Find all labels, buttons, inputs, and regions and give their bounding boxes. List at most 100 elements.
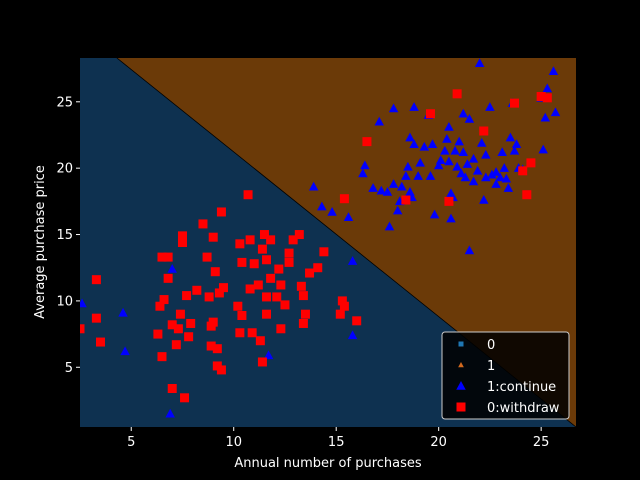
withdraw-point (362, 137, 372, 147)
x-axis: 5 10 15 20 25 (127, 427, 549, 450)
continue-point (409, 102, 419, 111)
withdraw-point (155, 301, 165, 311)
withdraw-point (298, 291, 308, 301)
continue-point (433, 160, 444, 170)
continue-point (481, 149, 491, 159)
continue-point (167, 264, 177, 273)
withdraw-point (259, 230, 269, 240)
withdraw-point (526, 158, 536, 168)
continue-point (392, 205, 403, 215)
legend-box (441, 331, 570, 420)
withdraw-point (157, 252, 167, 262)
continue-point (503, 183, 514, 192)
withdraw-point (536, 91, 546, 101)
withdraw-point (80, 324, 85, 334)
continue-point (540, 112, 551, 122)
withdraw-point (214, 288, 224, 298)
continue-point (263, 350, 274, 360)
withdraw-point (339, 301, 349, 311)
withdraw-point (257, 244, 267, 254)
withdraw-point (171, 340, 181, 350)
withdraw-point (159, 295, 169, 305)
withdraw-point (157, 352, 167, 362)
withdraw-point (300, 309, 310, 319)
withdraw-point (337, 296, 347, 306)
legend-label: 1:continue (487, 380, 556, 395)
continue-point (308, 181, 319, 191)
withdraw-point (305, 268, 315, 278)
continue-point (80, 298, 87, 308)
withdraw-point (204, 292, 214, 302)
withdraw-point (202, 252, 212, 262)
withdraw-point (163, 273, 173, 283)
withdraw-point (452, 89, 462, 99)
continue-point (347, 256, 358, 265)
withdraw-point (180, 393, 190, 403)
continue-point (501, 173, 512, 183)
withdraw-point (173, 324, 183, 334)
continue-point (464, 245, 475, 255)
continue-point (388, 103, 399, 113)
withdraw-point (198, 219, 208, 229)
withdraw-point (210, 267, 220, 277)
withdraw-point (510, 98, 520, 108)
withdraw-point (237, 311, 247, 321)
continue-point (458, 108, 469, 118)
continue-point (538, 144, 548, 154)
withdraw-point (276, 324, 286, 334)
legend-label: 1 (487, 359, 495, 374)
withdraw-point (266, 273, 276, 283)
continue-point (347, 330, 358, 340)
withdraw-point (284, 257, 294, 267)
withdraw-point (177, 231, 187, 241)
continue-point (442, 133, 452, 143)
x-tick-label: 10 (225, 435, 242, 450)
continue-point (468, 153, 479, 163)
continue-point (468, 176, 479, 186)
continue-point (343, 212, 354, 222)
continue-point (474, 58, 485, 68)
withdraw-point (175, 309, 185, 319)
continue-point (327, 206, 337, 216)
legend-marker (458, 341, 464, 347)
withdraw-point (163, 252, 173, 262)
continue-point (456, 168, 466, 178)
continue-point (476, 137, 487, 147)
withdraw-point (253, 280, 263, 290)
withdraw-point (518, 166, 528, 176)
withdraw-point (284, 248, 294, 258)
continue-point (450, 145, 460, 155)
continue-point (497, 147, 507, 156)
withdraw-point (335, 309, 345, 319)
withdraw-point (276, 280, 286, 290)
withdraw-point (192, 285, 202, 295)
continue-point (472, 165, 483, 175)
y-tick-label: 15 (56, 228, 73, 243)
withdraw-point (294, 230, 304, 240)
data-points (80, 58, 561, 418)
y-tick-label: 20 (56, 162, 73, 177)
continue-point (165, 408, 175, 418)
withdraw-point (167, 384, 177, 394)
withdraw-point (266, 235, 276, 245)
withdraw-point (296, 281, 306, 291)
continue-point (444, 156, 454, 166)
withdraw-point (216, 365, 226, 375)
continue-point (511, 139, 522, 149)
continue-point (120, 346, 130, 356)
continue-point (458, 147, 469, 156)
withdraw-point (153, 329, 163, 339)
continue-point (485, 102, 495, 111)
x-tick-label: 25 (533, 435, 550, 450)
withdraw-point (288, 235, 298, 245)
withdraw-point (255, 336, 265, 346)
withdraw-point (233, 301, 243, 311)
y-axis: 5 10 15 20 25 (56, 95, 80, 376)
continue-point (435, 155, 446, 164)
withdraw-point (479, 126, 489, 136)
legend-marker (458, 362, 464, 368)
withdraw-point (91, 275, 101, 285)
withdraw-point (182, 291, 192, 301)
withdraw-point (167, 320, 177, 330)
continue-point (358, 168, 368, 178)
